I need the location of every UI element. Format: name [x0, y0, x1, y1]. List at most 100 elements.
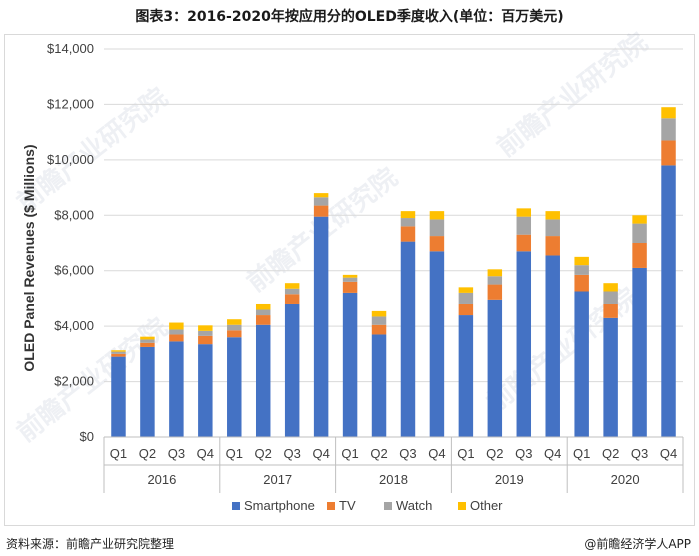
x-tick-label: Q4 [544, 446, 561, 461]
bar-segment-tv [429, 236, 445, 252]
bar-segment-other [371, 310, 387, 317]
bar-segment-other [169, 322, 184, 330]
bar-segment-other [429, 211, 445, 220]
x-tick-label: Q4 [660, 446, 677, 461]
bar-segment-smartphone [574, 291, 589, 437]
bar-segment-other [140, 336, 155, 340]
brand-credit: @前瞻经济学人APP [584, 537, 691, 551]
chart-frame [4, 34, 695, 526]
year-label: 2020 [611, 472, 640, 487]
bar-segment-watch [661, 118, 676, 141]
page-title: 图表3：2016-2020年按应用分的OLED季度收入(单位：百万美元) [135, 9, 564, 25]
bar-segment-smartphone [487, 299, 503, 437]
bar-segment-watch [429, 219, 445, 237]
bar-segment-watch [284, 288, 300, 295]
bar-segment-other [516, 208, 532, 217]
y-tick-label: $14,000 [47, 41, 94, 56]
y-tick-label: $8,000 [54, 207, 94, 222]
bar-segment-smartphone [632, 267, 647, 437]
legend-label: Other [470, 498, 503, 513]
year-label: 2018 [379, 472, 408, 487]
bar-segment-other [342, 274, 358, 278]
bar-segment-tv [400, 226, 416, 242]
bar-segment-other [198, 325, 213, 331]
bar-segment-smartphone [140, 346, 155, 437]
bar-segment-other [400, 211, 416, 219]
year-label: 2019 [495, 472, 524, 487]
bar-segment-other [603, 283, 618, 292]
bar-segment-watch [516, 216, 532, 235]
bar-segment-smartphone [458, 315, 474, 437]
x-tick-label: Q3 [631, 446, 648, 461]
bar-segment-watch [632, 223, 647, 243]
bar-segment-watch [313, 197, 329, 206]
bar-segment-other [284, 283, 300, 289]
bar-segment-other [574, 256, 589, 266]
bar-segment-smartphone [313, 216, 329, 437]
source-note: 资料来源：前瞻产业研究院整理 [6, 537, 175, 551]
bar-segment-smartphone [255, 324, 271, 437]
legend-swatch-tv [327, 502, 335, 510]
x-tick-label: Q2 [602, 446, 619, 461]
bar-segment-other [313, 193, 329, 198]
x-tick-label: Q3 [399, 446, 416, 461]
bar-segment-tv [516, 234, 532, 252]
x-tick-label: Q1 [341, 446, 358, 461]
y-tick-label: $0 [80, 429, 94, 444]
x-tick-label: Q4 [197, 446, 214, 461]
bar-segment-watch [342, 277, 358, 282]
bar-segment-tv [458, 303, 474, 316]
bar-segment-smartphone [169, 341, 184, 437]
bar-segment-smartphone [400, 241, 416, 437]
x-tick-label: Q3 [168, 446, 185, 461]
bar-segment-smartphone [284, 303, 300, 437]
bar-segment-other [487, 269, 503, 277]
bar-segment-tv [371, 324, 387, 335]
x-tick-label: Q3 [515, 446, 532, 461]
bar-segment-tv [313, 205, 329, 217]
legend-label: TV [339, 498, 356, 513]
x-tick-label: Q2 [370, 446, 387, 461]
bar-segment-other [255, 303, 271, 310]
x-tick-label: Q2 [486, 446, 503, 461]
bar-segment-tv [632, 243, 647, 268]
bar-segment-other [661, 107, 676, 119]
bar-segment-smartphone [342, 292, 358, 437]
x-tick-label: Q1 [573, 446, 590, 461]
bar-segment-watch [574, 265, 589, 275]
bar-segment-smartphone [429, 251, 445, 437]
bar-segment-tv [255, 315, 271, 325]
bar-segment-other [111, 350, 126, 352]
year-label: 2016 [147, 472, 176, 487]
bar-segment-smartphone [227, 337, 242, 437]
bar-segment-tv [487, 284, 503, 300]
legend-swatch-other [458, 502, 466, 510]
bar-segment-watch [169, 329, 184, 335]
legend-swatch-watch [384, 502, 392, 510]
y-axis-label: OLED Panel Revenues ($ Millions) [21, 144, 37, 371]
x-tick-label: Q1 [457, 446, 474, 461]
bar-segment-tv [284, 294, 300, 304]
bar-segment-watch [255, 309, 271, 316]
bar-segment-smartphone [111, 356, 126, 437]
bar-segment-watch [400, 218, 416, 227]
y-tick-label: $10,000 [47, 152, 94, 167]
bar-segment-tv [342, 281, 358, 293]
bar-segment-other [632, 215, 647, 224]
bar-segment-watch [603, 291, 618, 304]
x-tick-label: Q1 [110, 446, 127, 461]
y-tick-label: $4,000 [54, 318, 94, 333]
bar-segment-other [458, 287, 474, 293]
bar-segment-tv [545, 236, 560, 256]
bar-segment-tv [111, 353, 126, 357]
bar-segment-watch [545, 219, 560, 237]
bar-segment-other [545, 211, 560, 220]
y-tick-label: $2,000 [54, 374, 94, 389]
x-tick-label: Q2 [139, 446, 156, 461]
bar-segment-smartphone [371, 334, 387, 437]
bar-segment-tv [198, 335, 213, 345]
y-tick-label: $6,000 [54, 263, 94, 278]
bar-segment-watch [227, 324, 242, 331]
bar-segment-other [227, 319, 242, 325]
